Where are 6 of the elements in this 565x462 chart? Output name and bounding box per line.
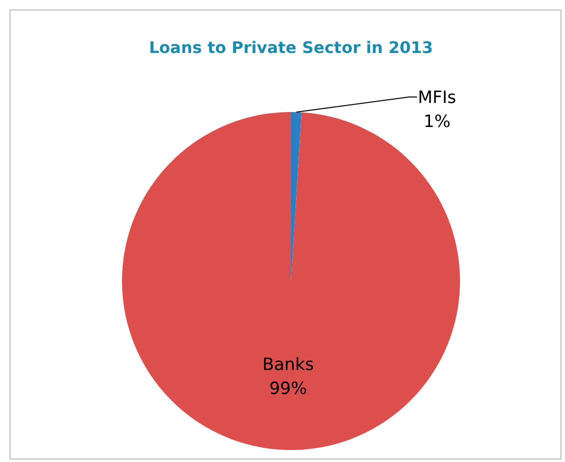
data-label: 99% [269, 378, 307, 399]
slice-label: MFIs [418, 88, 456, 108]
chart-title: Loans to Private Sector in 2013 [148, 38, 434, 57]
slice-label: Banks [262, 354, 314, 375]
pie-slice [122, 112, 460, 450]
data-label: 1% [424, 112, 450, 132]
